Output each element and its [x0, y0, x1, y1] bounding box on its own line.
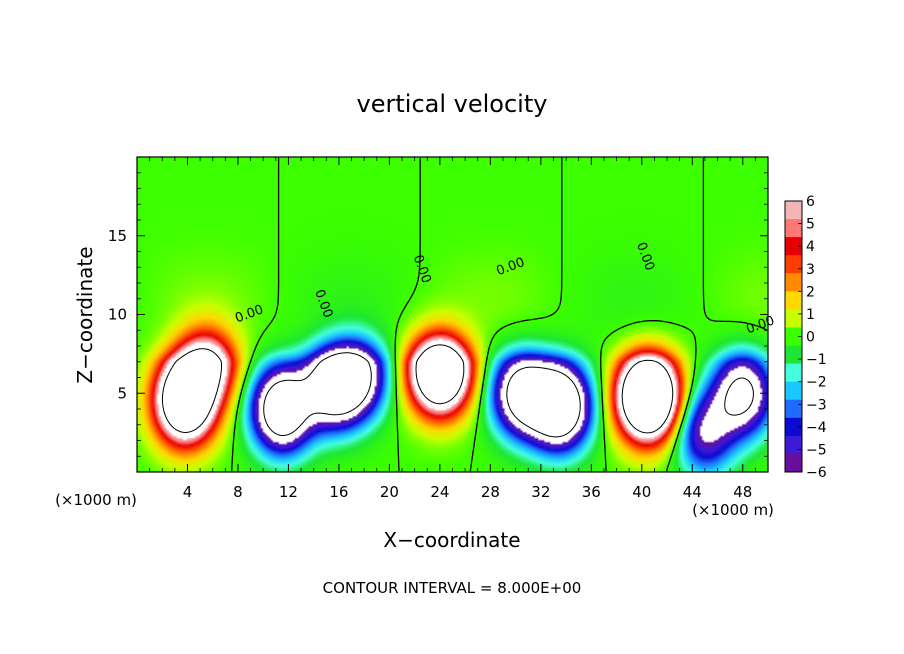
x-tick-label: 8 — [233, 483, 243, 501]
x-axis: 4 8 12 16 20 24 28 32 36 40 44 48 — [149, 157, 756, 501]
colorbar-tick-label: 6 — [806, 194, 815, 210]
colorbar-band — [785, 417, 802, 437]
contour-interval-note: CONTOUR INTERVAL = 8.000E+00 — [323, 579, 582, 597]
colorbar-band — [785, 255, 802, 274]
x-tick-label: 44 — [683, 483, 702, 501]
colorbar-tick-label: 4 — [806, 239, 815, 255]
colorbar-band — [785, 453, 802, 473]
colorbar-band — [785, 435, 802, 455]
x-tick-label: 32 — [531, 483, 550, 501]
colorbar: 6 5 4 3 2 1 0 −1 −2 −3 −4 −5 −6 — [784, 194, 827, 481]
contour-line — [161, 344, 674, 434]
velocity-field — [137, 157, 768, 472]
colorbar-band — [785, 219, 802, 238]
x-unit-left: (×1000 m) — [55, 491, 137, 509]
colorbar-tick-label: 5 — [806, 217, 815, 233]
colorbar-band — [785, 291, 802, 310]
y-tick-label: 5 — [117, 384, 127, 402]
x-unit-right: (×1000 m) — [692, 501, 774, 519]
colorbar-band — [785, 327, 802, 347]
contour-line — [231, 158, 768, 472]
colorbar-tick-label: −2 — [806, 375, 827, 391]
colorbar-tick-label: −1 — [806, 352, 827, 368]
x-tick-label: 20 — [380, 483, 399, 501]
x-tick-label: 12 — [279, 483, 298, 501]
x-tick-label: 16 — [329, 483, 348, 501]
y-tick-label: 15 — [108, 227, 127, 245]
colorbar-band — [785, 309, 802, 328]
colorbar-band — [785, 273, 802, 292]
colorbar-band — [785, 345, 802, 365]
colorbar-band — [785, 363, 802, 383]
x-tick-label: 40 — [632, 483, 651, 501]
x-tick-label: 28 — [481, 483, 500, 501]
y-tick-label: 10 — [108, 306, 127, 324]
x-tick-label: 4 — [183, 483, 193, 501]
colorbar-tick-label: −3 — [806, 397, 827, 413]
y-axis: 5 10 15 — [108, 172, 768, 457]
x-axis-label: X−coordinate — [383, 528, 520, 552]
contour-lines — [161, 158, 768, 472]
colorbar-tick-label: −4 — [806, 420, 827, 436]
colorbar-band — [785, 201, 802, 220]
colorbar-band — [785, 237, 802, 256]
colorbar-band — [785, 399, 802, 419]
colorbar-tick-label: −6 — [806, 465, 827, 481]
colorbar-tick-label: 0 — [806, 330, 815, 346]
y-axis-label: Z−coordinate — [73, 246, 97, 383]
colorbar-tick-label: 2 — [806, 284, 815, 300]
colorbar-tick-label: −5 — [806, 442, 827, 458]
x-tick-label: 48 — [733, 483, 752, 501]
contour-line — [263, 352, 754, 438]
x-tick-label: 24 — [430, 483, 449, 501]
colorbar-tick-label: 3 — [806, 262, 815, 278]
colorbar-tick-label: 1 — [806, 307, 815, 323]
chart-title: vertical velocity — [357, 90, 548, 118]
plot-area: 0.000.00 0.00 0.000.000.00 — [136, 156, 777, 473]
x-tick-label: 36 — [582, 483, 601, 501]
colorbar-band — [785, 381, 802, 401]
